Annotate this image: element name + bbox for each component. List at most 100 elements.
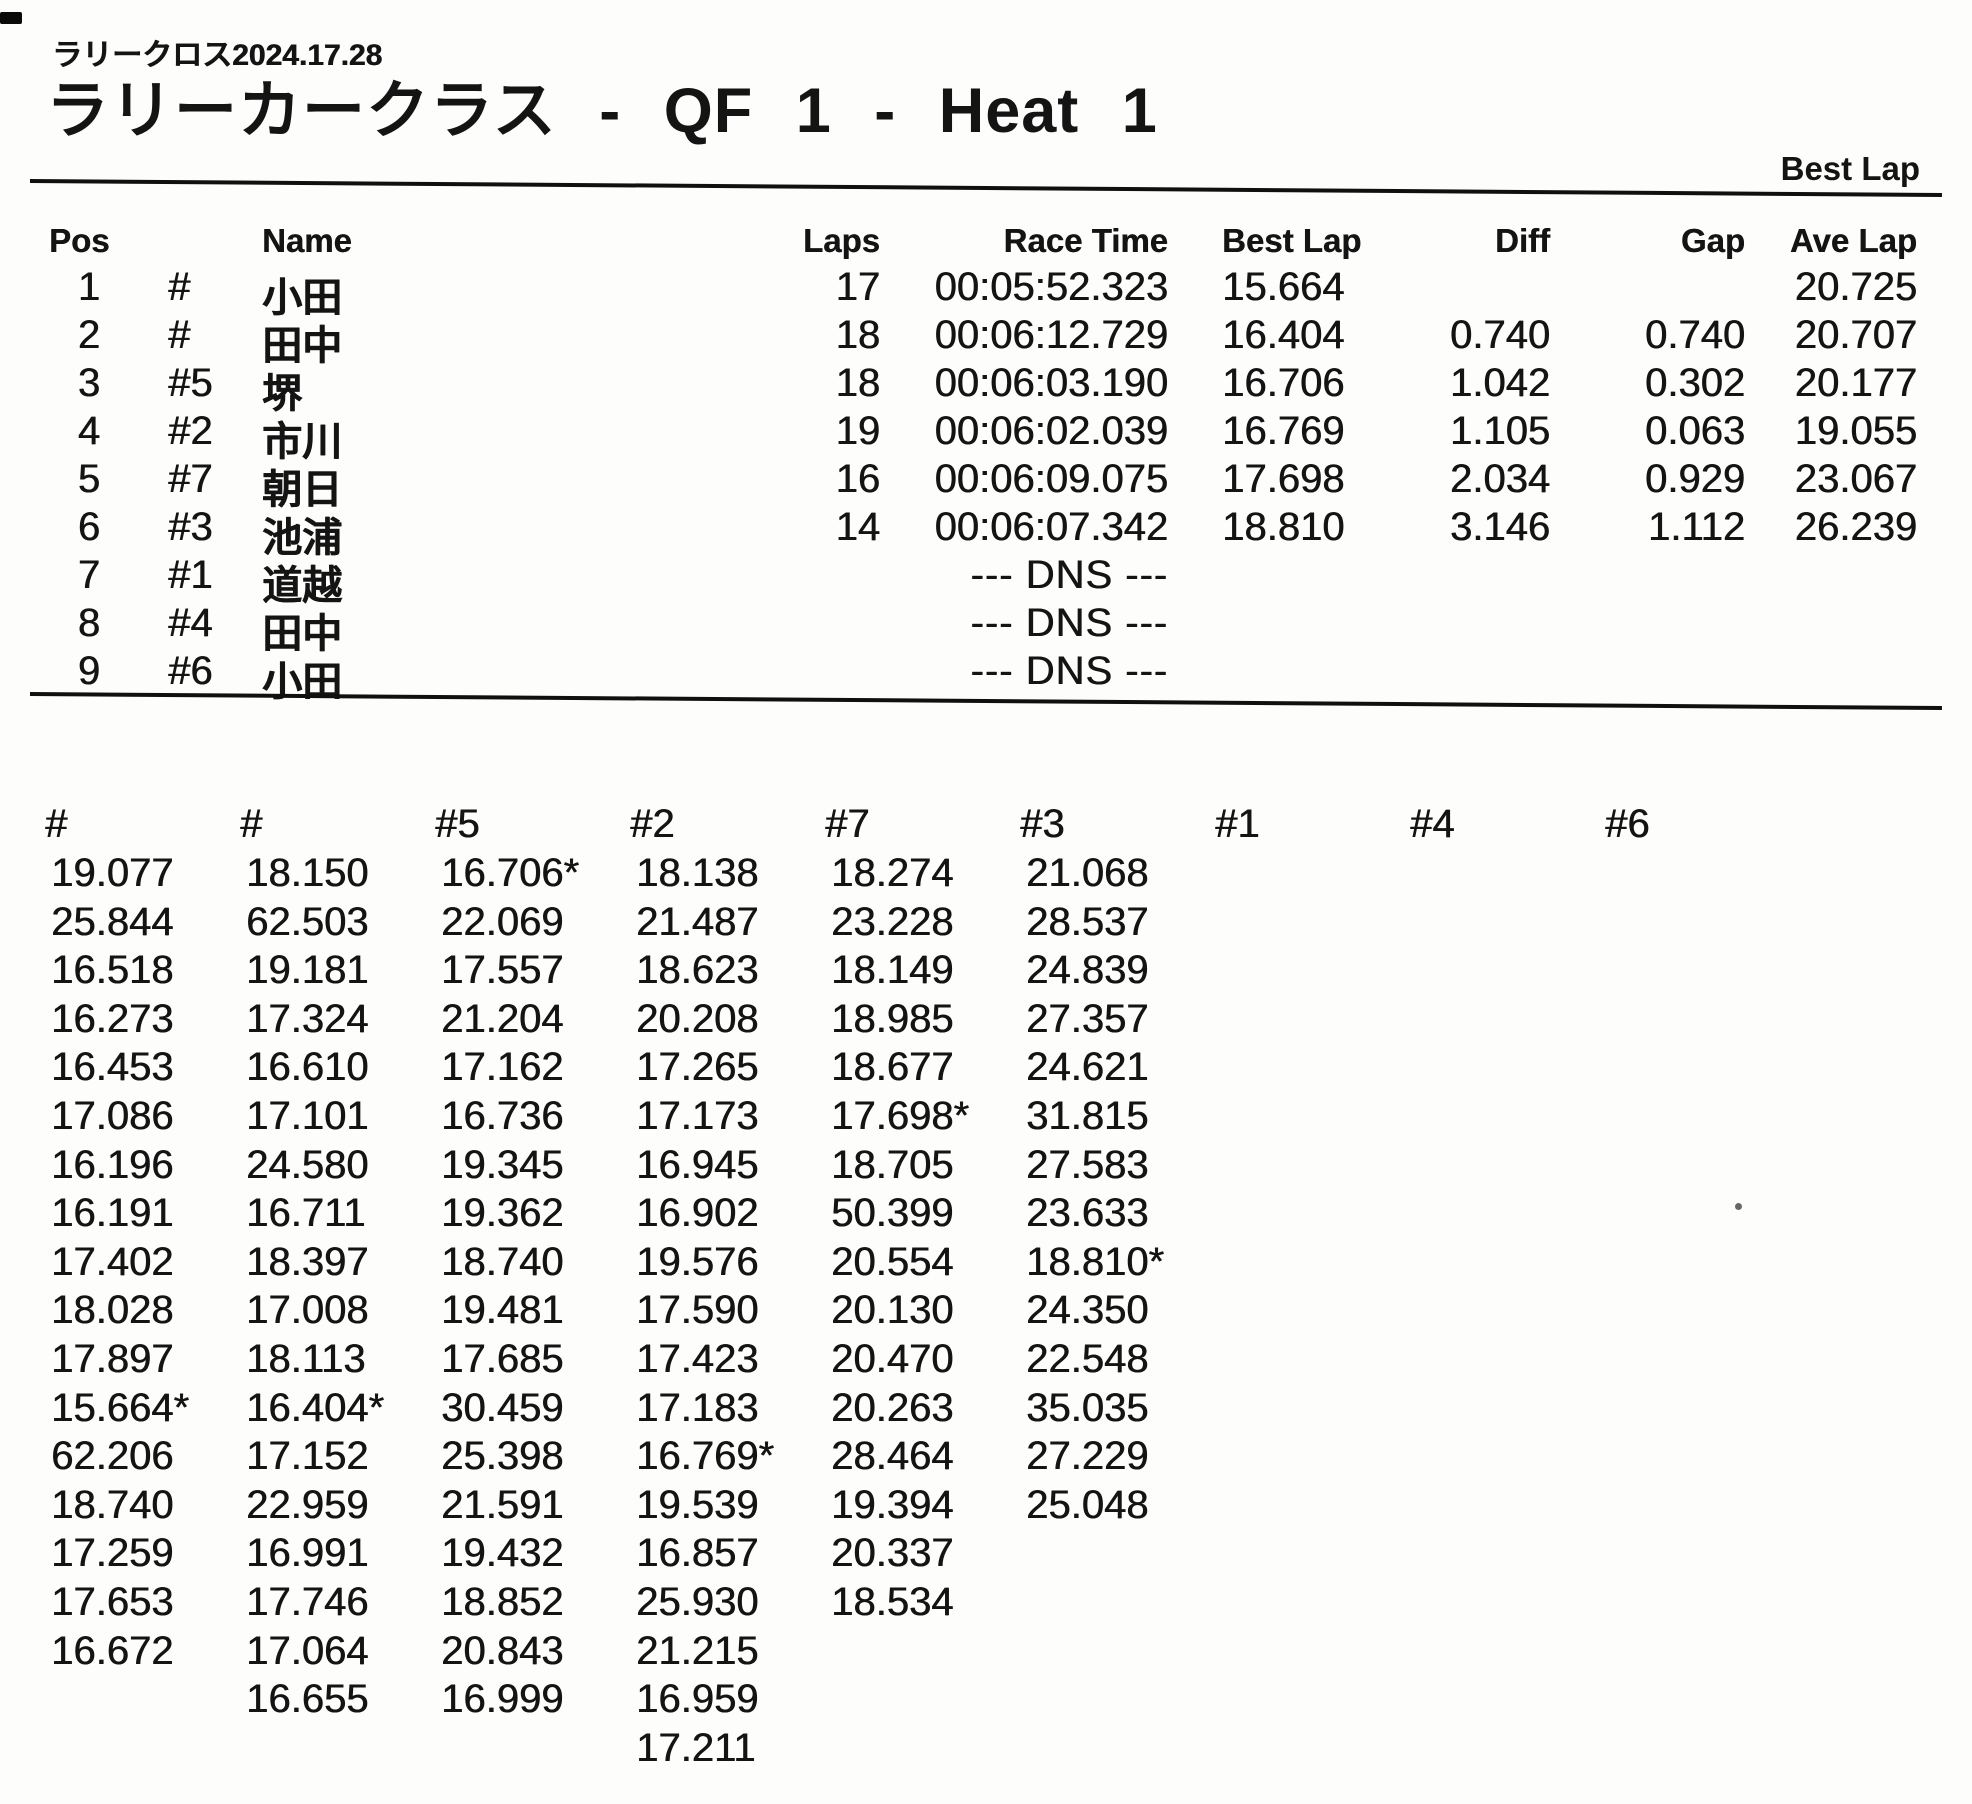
driver-name-cell: 田中 xyxy=(262,612,342,656)
lap-time-cell: 24.839 xyxy=(1026,948,1149,993)
lap-time-cell: 25.930 xyxy=(636,1580,759,1624)
col-header-diff: Diff xyxy=(1495,222,1550,259)
position-cell: 8 xyxy=(77,601,100,645)
laps-cell: 16 xyxy=(835,457,881,501)
race-time-cell: 00:05:52.323 xyxy=(934,265,1168,309)
best-lap-cell: 16.404 xyxy=(1222,313,1345,357)
gap-cell: 0.302 xyxy=(1644,361,1745,405)
lap-column: #2 18.138 21.487 18.623 20.208 17.265 17.173 16… xyxy=(630,800,825,1800)
lap-time-cell: 25.398 xyxy=(441,1434,564,1479)
laps-cell: 18 xyxy=(835,313,881,357)
results-row: 7 #1 道越 --- DNS --- xyxy=(0,553,1972,608)
lap-time-cell: 19.481 xyxy=(441,1288,564,1333)
lap-time-cell: 30.459 xyxy=(441,1385,564,1430)
lap-column-header: # xyxy=(240,802,263,846)
best-lap-cell: 17.698 xyxy=(1222,457,1345,501)
lap-time-cell: 16.672 xyxy=(51,1628,174,1673)
diff-cell: 1.042 xyxy=(1449,361,1550,405)
laps-cell: 18 xyxy=(835,361,881,405)
lap-time-cell: 22.548 xyxy=(1026,1337,1149,1381)
best-lap-cell: 16.769 xyxy=(1222,409,1345,453)
lap-time-cell: 17.324 xyxy=(246,996,369,1041)
results-row: 1 # 小田 17 00:05:52.323 15.664 20.725 xyxy=(0,265,1972,320)
lap-time-cell: 19.345 xyxy=(441,1142,564,1187)
lap-time-cell: 16.991 xyxy=(246,1531,369,1576)
car-number-cell: #3 xyxy=(168,505,213,549)
driver-name-cell: 堺 xyxy=(262,372,302,416)
dns-cell: --- DNS --- xyxy=(970,601,1168,645)
position-cell: 9 xyxy=(77,649,100,693)
lap-time-cell: 18.113 xyxy=(246,1337,366,1381)
col-header-pos: Pos xyxy=(49,222,110,259)
lap-time-cell: 28.464 xyxy=(831,1434,954,1479)
scan-speck xyxy=(1735,1203,1742,1210)
lap-column-header: #5 xyxy=(435,802,480,846)
lap-time-cell: 16.655 xyxy=(246,1677,369,1722)
gap-cell: 0.929 xyxy=(1644,457,1745,501)
lap-time-cell: 16.404* xyxy=(246,1385,384,1430)
lap-column-header: #6 xyxy=(1605,802,1650,846)
lap-column: #1 xyxy=(1215,800,1410,1800)
position-cell: 6 xyxy=(77,505,100,549)
diff-cell: 3.146 xyxy=(1449,505,1550,549)
lap-time-cell: 16.857 xyxy=(636,1531,759,1576)
lap-time-cell: 18.677 xyxy=(831,1045,954,1090)
lap-time-cell: 17.086 xyxy=(51,1094,174,1138)
dns-cell: --- DNS --- xyxy=(970,649,1168,693)
lap-time-cell: 17.746 xyxy=(246,1580,369,1624)
lap-time-cell: 21.591 xyxy=(441,1482,564,1527)
lap-time-cell: 17.557 xyxy=(441,948,564,993)
position-cell: 1 xyxy=(77,265,100,309)
col-header-race-time: Race Time xyxy=(1003,222,1168,259)
best-lap-corner-label: Best Lap xyxy=(1780,150,1920,187)
driver-name-cell: 市川 xyxy=(262,420,342,464)
lap-time-cell: 17.173 xyxy=(636,1094,759,1138)
lap-column-header: #4 xyxy=(1410,802,1455,846)
race-time-cell: 00:06:07.342 xyxy=(934,505,1168,549)
lap-time-cell: 22.959 xyxy=(246,1482,369,1527)
position-cell: 7 xyxy=(77,553,100,597)
lap-time-cell: 17.259 xyxy=(51,1531,174,1576)
driver-name-cell: 朝日 xyxy=(262,468,342,512)
best-lap-cell: 18.810 xyxy=(1222,505,1345,549)
diff-cell: 0.740 xyxy=(1449,313,1550,357)
gap-cell: 0.740 xyxy=(1644,313,1745,357)
lap-time-cell: 16.736 xyxy=(441,1094,564,1138)
lap-time-cell: 17.265 xyxy=(636,1045,759,1090)
col-header-laps: Laps xyxy=(802,222,880,259)
lap-column-header: # xyxy=(45,802,68,846)
lap-time-cell: 35.035 xyxy=(1026,1385,1149,1430)
lap-time-cell: 17.008 xyxy=(246,1288,369,1333)
lap-time-cell: 28.537 xyxy=(1026,899,1149,944)
lap-time-cell: 16.518 xyxy=(51,948,174,993)
lap-column: #6 xyxy=(1605,800,1800,1800)
ave-lap-cell: 19.055 xyxy=(1794,409,1917,453)
race-time-cell: 00:06:12.729 xyxy=(934,313,1168,357)
car-number-cell: # xyxy=(168,265,191,309)
lap-time-cell: 19.181 xyxy=(246,948,369,993)
lap-times-table: #19.077 25.844 16.518 16.273 16.453 17.086 16.… xyxy=(45,800,1955,1800)
lap-time-cell: 20.554 xyxy=(831,1239,954,1284)
lap-time-cell: 16.902 xyxy=(636,1191,759,1236)
col-header-gap: Gap xyxy=(1680,222,1745,259)
lap-column: #5 16.706* 22.069 17.557 21.204 17.162 16.736 1… xyxy=(435,800,630,1800)
lap-time-cell: 16.273 xyxy=(51,996,174,1041)
lap-column-header: #7 xyxy=(825,802,870,846)
lap-time-cell: 19.362 xyxy=(441,1191,564,1236)
lap-time-cell: 16.711 xyxy=(246,1191,366,1236)
car-number-cell: #7 xyxy=(168,457,213,501)
car-number-cell: #1 xyxy=(168,553,213,597)
lap-time-cell: 62.503 xyxy=(246,899,369,944)
lap-time-cell: 18.705 xyxy=(831,1142,954,1187)
lap-time-cell: 21.487 xyxy=(636,899,759,944)
lap-time-cell: 24.580 xyxy=(246,1142,369,1187)
lap-time-cell: 21.204 xyxy=(441,996,564,1041)
driver-name-cell: 道越 xyxy=(262,564,342,608)
driver-name-cell: 小田 xyxy=(262,276,342,320)
dns-cell: --- DNS --- xyxy=(970,553,1168,597)
lap-time-cell: 16.453 xyxy=(51,1045,174,1090)
results-row: 5 #7 朝日 16 00:06:09.075 17.698 2.034 0.929 23.06… xyxy=(0,457,1972,512)
best-lap-cell: 16.706 xyxy=(1222,361,1345,405)
lap-time-cell: 17.897 xyxy=(51,1337,174,1381)
